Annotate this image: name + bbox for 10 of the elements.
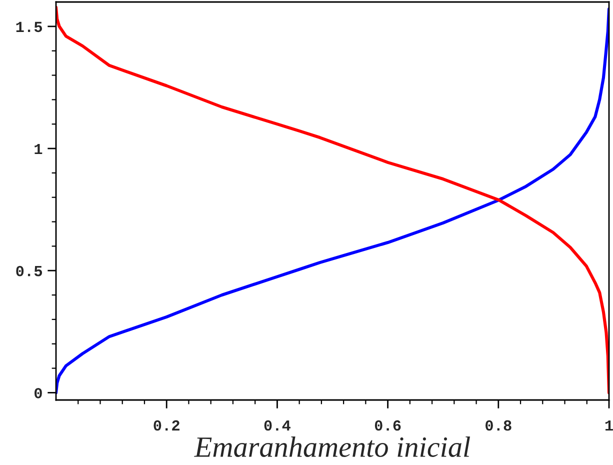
- x-tick-label: 1: [605, 420, 613, 431]
- x-axis-title: Emaranhamento inicial: [194, 436, 470, 458]
- y-tick-label: 0: [34, 388, 42, 398]
- x-tick-label: 0.4: [264, 420, 290, 431]
- x-tick-label: 0.8: [486, 420, 512, 431]
- y-tick-label: 0.5: [16, 266, 42, 276]
- x-tick-label: 0.6: [374, 420, 401, 431]
- y-tick-label: 1: [34, 144, 42, 154]
- x-tick-label: 0.2: [154, 420, 180, 431]
- y-tick-label: 1.5: [16, 22, 42, 32]
